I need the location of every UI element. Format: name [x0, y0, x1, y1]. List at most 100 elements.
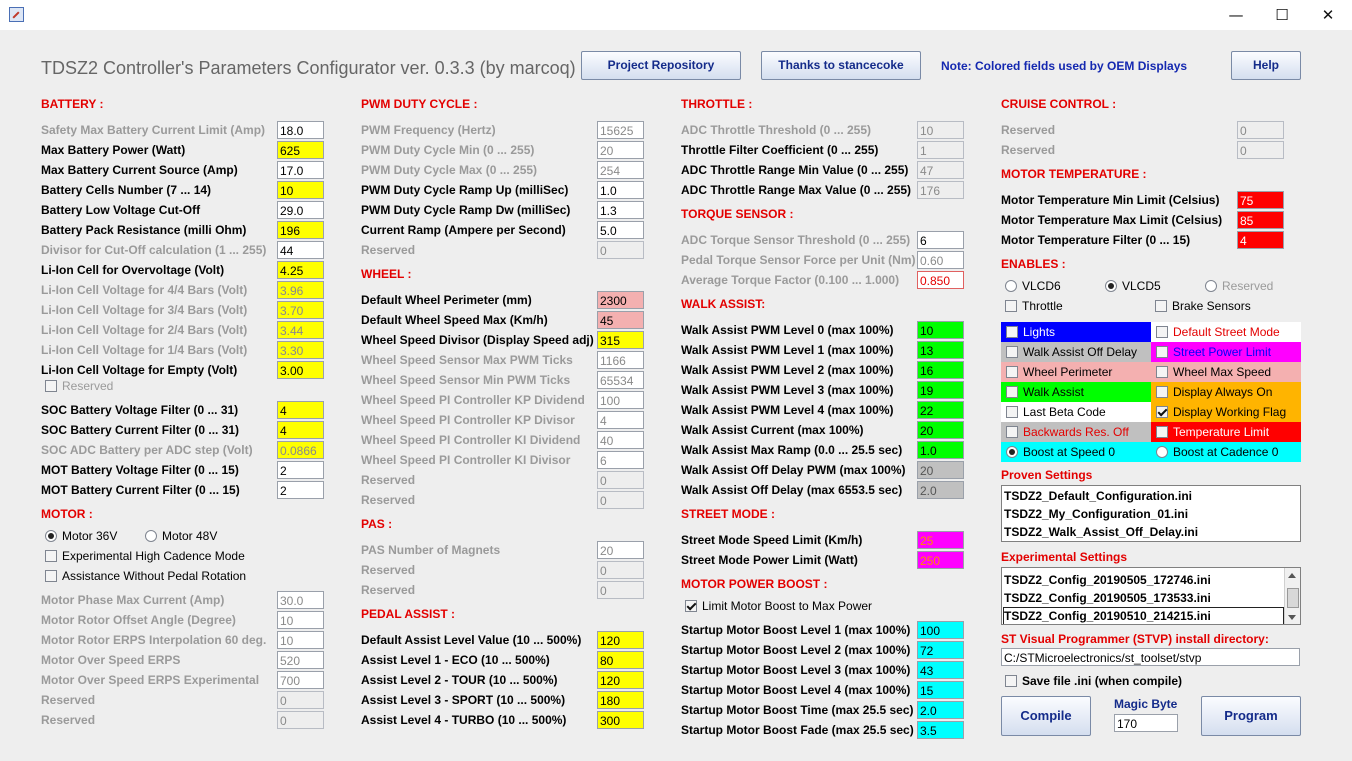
pwm-param-input[interactable]: 254	[597, 161, 644, 179]
walk-param-input[interactable]: 16	[917, 361, 964, 379]
scroll-down-icon[interactable]	[1288, 615, 1296, 620]
magic-byte-input[interactable]: 170	[1114, 714, 1178, 732]
boost-param-input[interactable]: 2.0	[917, 701, 964, 719]
enable-display-working[interactable]: Display Working Flag	[1151, 402, 1301, 422]
wheel-param-input[interactable]: 4	[597, 411, 644, 429]
boost-param-input[interactable]: 43	[917, 661, 964, 679]
battery-param-input[interactable]: 4	[277, 401, 324, 419]
battery-reserved-checkbox[interactable]	[45, 380, 57, 392]
street-power-checkbox[interactable]	[1156, 346, 1168, 358]
list-item[interactable]: TSDZ2_Walk_Assist_Off_Delay.ini	[1004, 525, 1199, 539]
maximize-button[interactable]: ☐	[1275, 6, 1289, 24]
pwm-param-input[interactable]: 20	[597, 141, 644, 159]
battery-param-input[interactable]: 29.0	[277, 201, 324, 219]
minimize-button[interactable]: —	[1228, 6, 1244, 24]
battery-param-input[interactable]: 196	[277, 221, 324, 239]
scroll-thumb[interactable]	[1287, 588, 1299, 608]
cruise-param-input[interactable]: 0	[1237, 121, 1284, 139]
enable-last-beta[interactable]: Last Beta Code	[1001, 402, 1151, 422]
battery-param-input[interactable]: 3.96	[277, 281, 324, 299]
proven-settings-list[interactable]: TSDZ2_Default_Configuration.ini TSDZ2_My…	[1001, 485, 1301, 542]
last-beta-checkbox[interactable]	[1006, 406, 1018, 418]
walk-param-input[interactable]: 20	[917, 461, 964, 479]
pwm-param-input[interactable]: 1.3	[597, 201, 644, 219]
walk-param-input[interactable]: 2.0	[917, 481, 964, 499]
motor-param-input[interactable]: 700	[277, 671, 324, 689]
motor-36v-radio[interactable]	[45, 530, 57, 542]
battery-param-input[interactable]: 2	[277, 461, 324, 479]
wheel-param-input[interactable]: 45	[597, 311, 644, 329]
battery-param-input[interactable]: 3.44	[277, 321, 324, 339]
wheel-param-input[interactable]: 0	[597, 471, 644, 489]
wheel-max-speed-checkbox[interactable]	[1156, 366, 1168, 378]
battery-param-input[interactable]: 3.70	[277, 301, 324, 319]
walk-param-input[interactable]: 19	[917, 381, 964, 399]
throttle-param-input[interactable]: 47	[917, 161, 964, 179]
boost-param-input[interactable]: 3.5	[917, 721, 964, 739]
wheel-param-input[interactable]: 100	[597, 391, 644, 409]
enable-wheel-max-speed[interactable]: Wheel Max Speed	[1151, 362, 1301, 382]
enable-backwards[interactable]: Backwards Res. Off	[1001, 422, 1151, 442]
vlcd6-radio[interactable]	[1005, 280, 1017, 292]
thanks-button[interactable]: Thanks to stancecoke	[761, 51, 921, 80]
battery-param-input[interactable]: 3.30	[277, 341, 324, 359]
boost-cadence-radio[interactable]	[1156, 446, 1168, 458]
throttle-param-input[interactable]: 10	[917, 121, 964, 139]
wheel-param-input[interactable]: 40	[597, 431, 644, 449]
brake-sensors-checkbox[interactable]	[1155, 300, 1167, 312]
list-item-selected[interactable]: TSDZ2_Config_20190510_214215.ini	[1004, 609, 1211, 623]
display-working-checkbox[interactable]	[1156, 406, 1168, 418]
street-param-input[interactable]: 25	[917, 531, 964, 549]
temperature-limit-checkbox[interactable]	[1156, 426, 1168, 438]
throttle-param-input[interactable]: 1	[917, 141, 964, 159]
list-item[interactable]: TSDZ2_Config_20190505_173533.ini	[1004, 591, 1211, 605]
high-cadence-checkbox[interactable]	[45, 550, 57, 562]
pedal-param-input[interactable]: 300	[597, 711, 644, 729]
battery-param-input[interactable]: 2	[277, 481, 324, 499]
battery-param-input[interactable]: 44	[277, 241, 324, 259]
motor-param-input[interactable]: 0	[277, 711, 324, 729]
torque-param-input[interactable]: 0.850	[917, 271, 964, 289]
enable-display-always-on[interactable]: Display Always On	[1151, 382, 1301, 402]
help-button[interactable]: Help	[1231, 51, 1301, 80]
pedal-param-input[interactable]: 120	[597, 631, 644, 649]
motor-param-input[interactable]: 30.0	[277, 591, 324, 609]
motor-param-input[interactable]: 10	[277, 631, 324, 649]
motor-param-input[interactable]: 520	[277, 651, 324, 669]
enable-street-power[interactable]: Street Power Limit	[1151, 342, 1301, 362]
pas-param-input[interactable]: 0	[597, 581, 644, 599]
pwm-param-input[interactable]: 15625	[597, 121, 644, 139]
lights-checkbox[interactable]	[1006, 326, 1018, 338]
pas-param-input[interactable]: 20	[597, 541, 644, 559]
temp-param-input[interactable]: 85	[1237, 211, 1284, 229]
stvp-path-input[interactable]: C:/STMicroelectronics/st_toolset/stvp	[1001, 648, 1300, 666]
torque-param-input[interactable]: 6	[917, 231, 964, 249]
wheel-param-input[interactable]: 315	[597, 331, 644, 349]
wheel-param-input[interactable]: 65534	[597, 371, 644, 389]
enable-walk-off-delay[interactable]: Walk Assist Off Delay	[1001, 342, 1151, 362]
wheel-perimeter-checkbox[interactable]	[1006, 366, 1018, 378]
program-button[interactable]: Program	[1201, 696, 1301, 736]
pwm-param-input[interactable]: 0	[597, 241, 644, 259]
walk-param-input[interactable]: 22	[917, 401, 964, 419]
throttle-checkbox[interactable]	[1005, 300, 1017, 312]
limit-boost-checkbox[interactable]	[685, 600, 697, 612]
cruise-param-input[interactable]: 0	[1237, 141, 1284, 159]
enable-lights[interactable]: Lights	[1001, 322, 1151, 342]
walk-assist-checkbox[interactable]	[1006, 386, 1018, 398]
pedal-param-input[interactable]: 80	[597, 651, 644, 669]
list-item[interactable]: TSDZ2_Default_Configuration.ini	[1004, 489, 1193, 503]
battery-param-input[interactable]: 3.00	[277, 361, 324, 379]
display-always-on-checkbox[interactable]	[1156, 386, 1168, 398]
walk-param-input[interactable]: 20	[917, 421, 964, 439]
temp-param-input[interactable]: 75	[1237, 191, 1284, 209]
battery-param-input[interactable]: 0.0866	[277, 441, 324, 459]
experimental-settings-list[interactable]: TSDZ2_Config_20190505_172746.ini TSDZ2_C…	[1001, 567, 1301, 625]
boost-param-input[interactable]: 72	[917, 641, 964, 659]
pedal-param-input[interactable]: 180	[597, 691, 644, 709]
wheel-param-input[interactable]: 2300	[597, 291, 644, 309]
street-param-input[interactable]: 250	[917, 551, 964, 569]
boost-speed-radio[interactable]	[1006, 446, 1018, 458]
close-button[interactable]: ✕	[1321, 6, 1335, 24]
battery-param-input[interactable]: 17.0	[277, 161, 324, 179]
